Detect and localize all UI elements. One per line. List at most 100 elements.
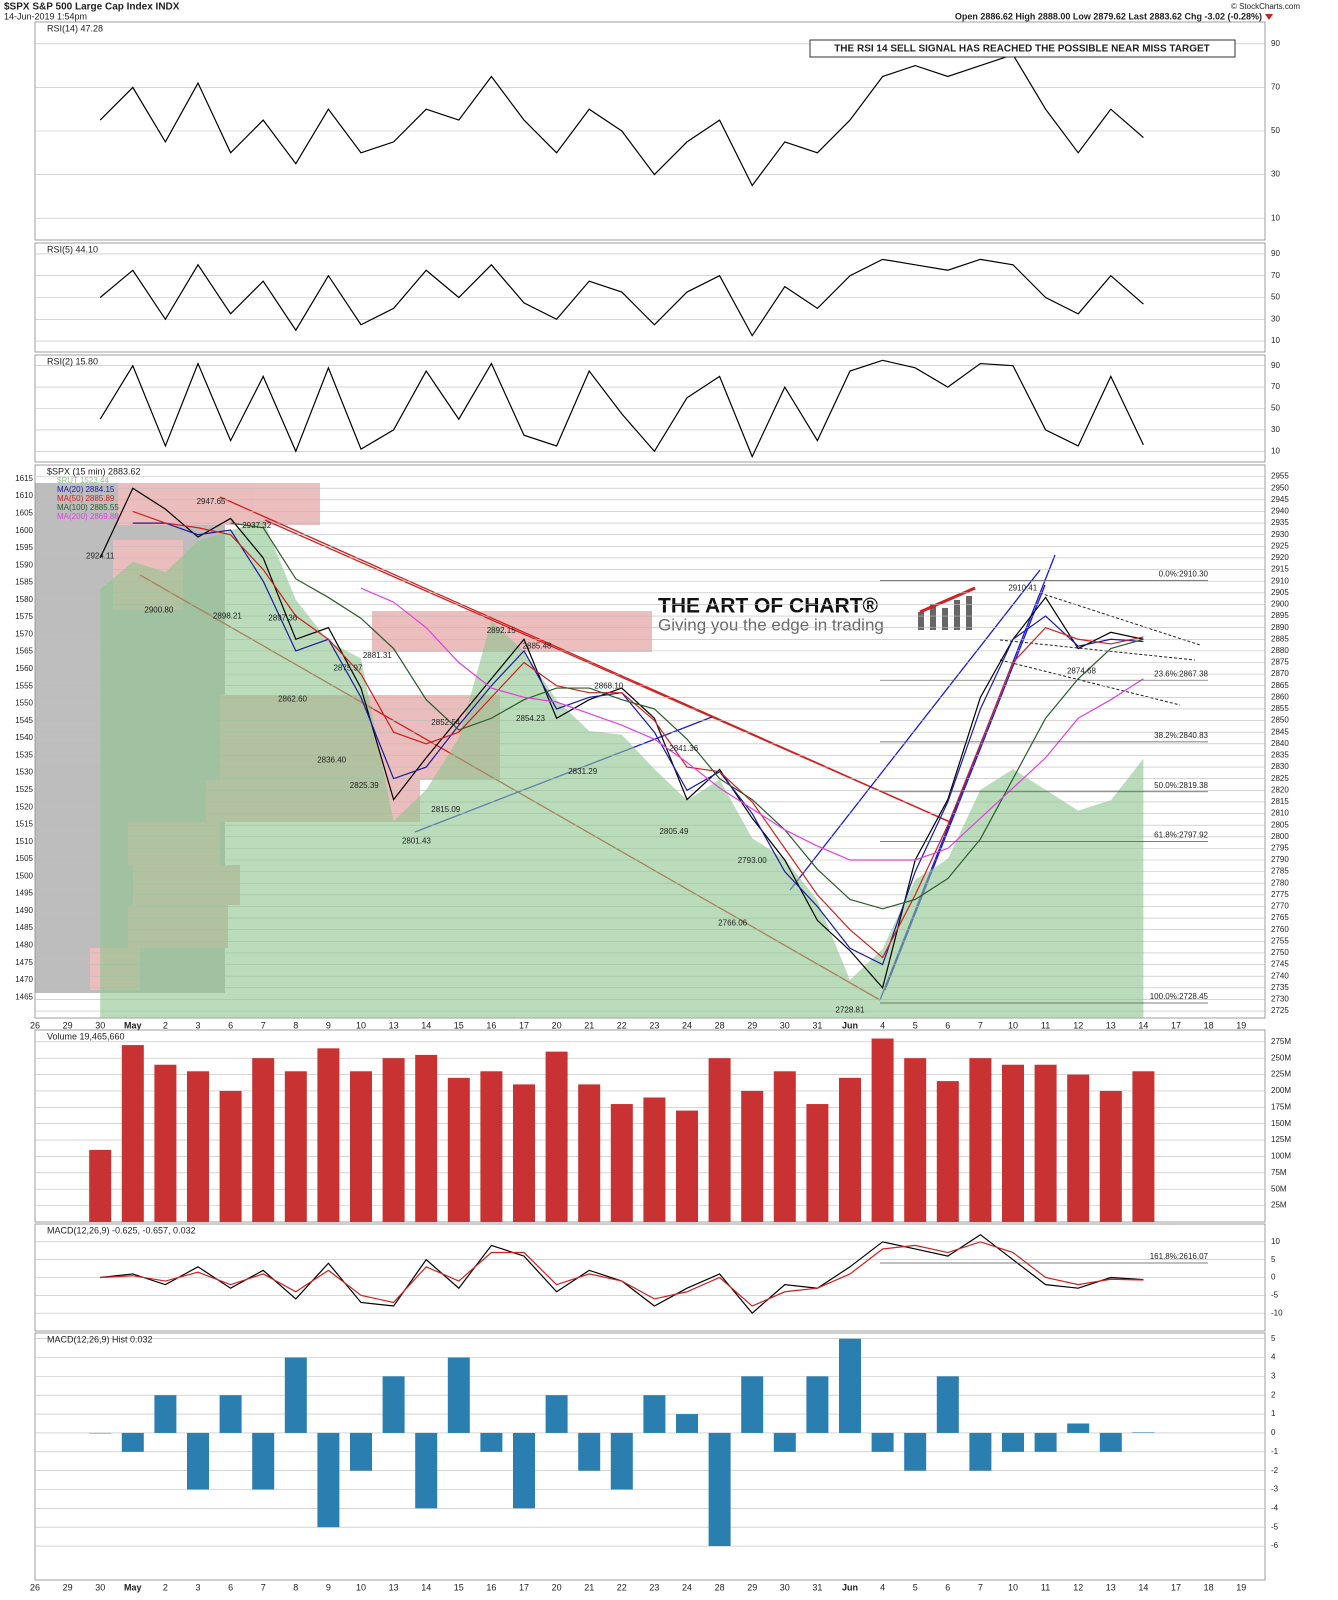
y-tick-label: 1	[1271, 1409, 1276, 1418]
y-tick-label: 2845	[1271, 727, 1289, 736]
x-tick-label: 10	[356, 1020, 366, 1030]
y2-tick-label: 1475	[15, 958, 33, 967]
fib-label: 0.0%:2910.30	[1159, 570, 1209, 579]
y2-tick-label: 1600	[15, 526, 33, 535]
logo-bar	[954, 600, 960, 630]
y-tick-label: 2860	[1271, 692, 1289, 701]
bar	[610, 1104, 633, 1222]
price-label: 2728.81	[836, 1005, 865, 1014]
logo-title: THE ART OF CHART®	[658, 595, 879, 618]
x-tick-label: 4	[880, 1020, 885, 1030]
x-tick-label: 4	[880, 1582, 885, 1592]
y-tick-label: 2920	[1271, 553, 1289, 562]
y-tick-label: 5	[1271, 1255, 1276, 1264]
x-tick-label: 17	[1171, 1020, 1181, 1030]
x-tick-label: May	[124, 1020, 142, 1030]
price-label: 2900.80	[144, 606, 173, 615]
y-tick-label: 90	[1271, 361, 1280, 370]
y-tick-label: 30	[1271, 425, 1280, 434]
y-tick-label: 2950	[1271, 483, 1289, 492]
bar	[806, 1104, 829, 1222]
x-tick-label: 30	[780, 1582, 790, 1592]
bar	[1002, 1064, 1024, 1222]
bar	[447, 1077, 470, 1222]
x-tick-label: 7	[261, 1582, 266, 1592]
fib-label: 100.0%:2728.45	[1150, 992, 1209, 1001]
bar	[154, 1064, 177, 1222]
panel-title: MACD(12,26,9) -0.625, -0.657, 0.032	[47, 1225, 196, 1235]
fib-label: 50.0%:2819.38	[1154, 781, 1208, 790]
bar	[1034, 1432, 1057, 1452]
y-tick-label: 10	[1271, 213, 1280, 222]
x-tick-label: 2	[163, 1020, 168, 1030]
bar	[382, 1376, 405, 1433]
bar	[252, 1058, 275, 1222]
bar	[676, 1110, 698, 1222]
logo-bar	[918, 612, 924, 630]
bar	[773, 1071, 796, 1222]
bar	[154, 1395, 177, 1433]
price-label: 2815.09	[431, 805, 460, 814]
note-box	[809, 39, 1236, 58]
x-tick-label: 19	[1236, 1582, 1246, 1592]
y-tick-label: 2760	[1271, 925, 1289, 934]
bar	[806, 1376, 829, 1433]
panel-title: MACD(12,26,9) Hist 0.032	[47, 1334, 153, 1344]
x-tick-label: 15	[454, 1020, 464, 1030]
x-tick-label: 18	[1204, 1020, 1214, 1030]
x-tick-label: 17	[519, 1582, 529, 1592]
x-tick-label: 29	[747, 1020, 757, 1030]
logo-bar	[930, 604, 936, 630]
bar	[317, 1048, 340, 1222]
x-tick-label: 20	[552, 1582, 562, 1592]
bar	[284, 1071, 307, 1222]
y-tick-label: 2880	[1271, 646, 1289, 655]
y-tick-label: 2895	[1271, 611, 1289, 620]
bar	[708, 1058, 731, 1222]
y2-tick-label: 1550	[15, 699, 33, 708]
price-label: 2841.36	[669, 744, 698, 753]
price-label: 2885.48	[523, 641, 552, 650]
y2-tick-label: 1580	[15, 595, 33, 604]
bar	[741, 1090, 764, 1222]
bar	[350, 1071, 372, 1222]
legend-entry: MA(50) 2885.89	[57, 494, 115, 503]
x-tick-label: 18	[1204, 1582, 1214, 1592]
x-tick-label: 30	[95, 1582, 105, 1592]
y-tick-label: -5	[1271, 1290, 1279, 1299]
down-arrow	[1265, 14, 1273, 20]
bar	[904, 1432, 927, 1471]
y2-tick-label: 1500	[15, 871, 33, 880]
y-tick-label: 2740	[1271, 971, 1289, 980]
x-tick-label: 11	[1041, 1582, 1050, 1592]
y-tick-label: -10	[1271, 1308, 1283, 1317]
y-tick-label: 250M	[1271, 1053, 1291, 1062]
line	[132, 522, 1144, 966]
y2-tick-label: 1560	[15, 664, 33, 673]
trendline	[999, 659, 1181, 706]
x-tick-label: 10	[1008, 1582, 1018, 1592]
x-tick-label: 26	[30, 1582, 40, 1592]
legend-entry: $RUT 1523.44	[57, 476, 109, 485]
y2-tick-label: 1590	[15, 560, 33, 569]
price-label: 2862.60	[278, 694, 307, 703]
x-tick-label: 22	[617, 1020, 627, 1030]
price-label: 2801.43	[402, 837, 431, 846]
y2-tick-label: 1510	[15, 837, 33, 846]
bar	[839, 1338, 861, 1433]
y-tick-label: 2855	[1271, 704, 1289, 713]
price-label: 2825.39	[350, 781, 379, 790]
y-tick-label: 30	[1271, 170, 1280, 179]
x-tick-label: 6	[228, 1582, 233, 1592]
y-tick-label: 3	[1271, 1371, 1276, 1380]
bar	[936, 1081, 959, 1222]
bar	[839, 1077, 861, 1222]
y-tick-label: 2765	[1271, 913, 1289, 922]
y-tick-label: 2755	[1271, 936, 1289, 945]
y-tick-label: 2800	[1271, 832, 1289, 841]
x-tick-label: 13	[389, 1582, 399, 1592]
bar	[871, 1432, 894, 1452]
bar	[904, 1058, 927, 1222]
x-tick-label: 12	[1073, 1582, 1083, 1592]
x-tick-label: 8	[293, 1582, 298, 1592]
